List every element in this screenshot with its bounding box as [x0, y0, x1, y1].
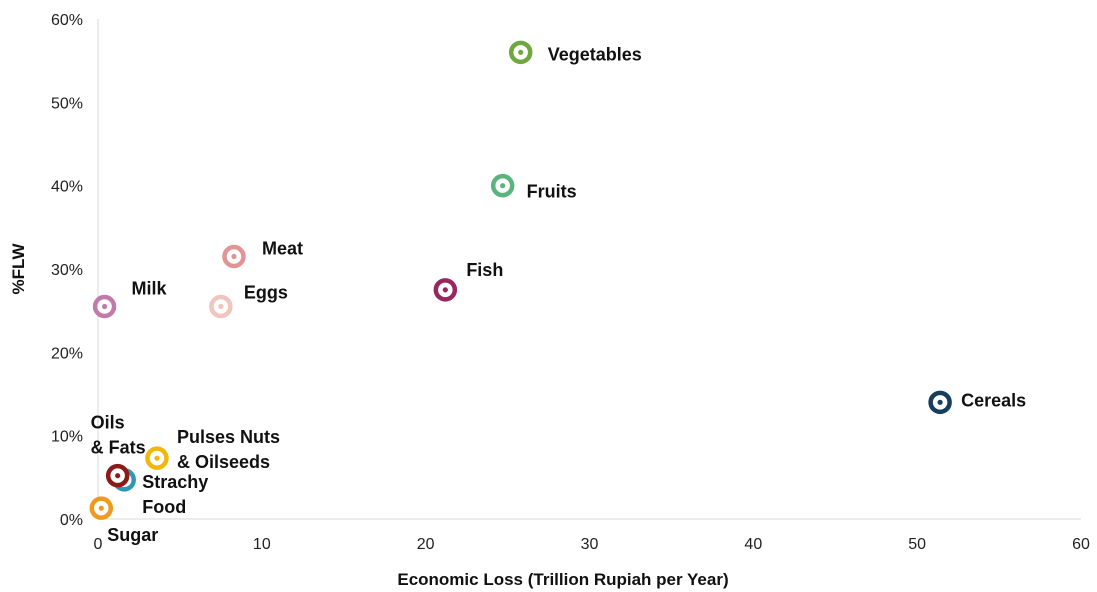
y-tick-label: 30% — [51, 262, 83, 279]
data-label: Food — [142, 497, 186, 517]
data-points — [89, 40, 952, 520]
data-point — [209, 294, 233, 319]
data-label: Sugar — [107, 525, 158, 545]
data-point-dot — [231, 253, 237, 260]
data-point-dot — [518, 49, 524, 55]
data-point — [508, 40, 533, 65]
data-label: Meat — [262, 239, 303, 259]
data-point-dot — [218, 303, 224, 310]
data-point — [105, 463, 130, 488]
data-point-dot — [154, 455, 160, 461]
y-tick-label: 40% — [51, 179, 83, 196]
data-point — [433, 278, 458, 302]
x-tick-label: 40 — [744, 536, 762, 553]
data-label: Vegetables — [548, 44, 642, 64]
y-tick-label: 10% — [51, 429, 83, 446]
data-point — [145, 446, 169, 470]
x-tick-label: 10 — [253, 536, 271, 553]
axes — [97, 19, 1081, 520]
data-label: Eggs — [244, 283, 288, 303]
data-label: Oils — [91, 413, 125, 433]
x-tick-label: 30 — [581, 536, 599, 553]
data-point — [92, 294, 117, 319]
data-point-dot — [937, 399, 943, 405]
x-tick-label: 50 — [908, 536, 926, 553]
point-labels: Vegetables Fruits Meat Fish Milk Eggs Cereals P… — [91, 44, 1027, 545]
x-tick-label: 0 — [94, 536, 103, 553]
data-label: & Fats — [91, 438, 146, 458]
y-tick-label: 60% — [51, 12, 83, 29]
x-tick-label: 20 — [417, 536, 435, 553]
data-label: Milk — [132, 279, 168, 299]
data-point-dot — [500, 183, 506, 189]
data-point-dot — [101, 303, 108, 310]
data-label: & Oilseeds — [177, 452, 270, 472]
data-label: Strachy — [142, 472, 208, 492]
y-axis-title: %FLW — [9, 243, 28, 295]
data-label: Pulses Nuts — [177, 427, 280, 447]
data-label: Cereals — [961, 390, 1026, 410]
data-point-dot — [115, 473, 121, 479]
y-tick-label: 20% — [51, 345, 83, 362]
data-label: Fruits — [527, 182, 577, 202]
x-tick-labels: 0 10 20 30 40 50 60 — [94, 536, 1090, 553]
data-point — [89, 496, 114, 520]
data-point-dot — [98, 505, 104, 511]
y-tick-label: 50% — [51, 95, 83, 112]
data-point — [490, 173, 515, 198]
data-point — [222, 244, 246, 269]
data-point — [928, 390, 952, 415]
y-tick-labels: 0% 10% 20% 30% 40% 50% 60% — [51, 12, 83, 529]
x-axis-title: Economic Loss (Trillion Rupiah per Year) — [397, 570, 728, 589]
y-tick-label: 0% — [60, 512, 83, 529]
data-label: Fish — [466, 260, 503, 280]
x-tick-label: 60 — [1072, 536, 1090, 553]
data-point-dot — [442, 287, 448, 293]
